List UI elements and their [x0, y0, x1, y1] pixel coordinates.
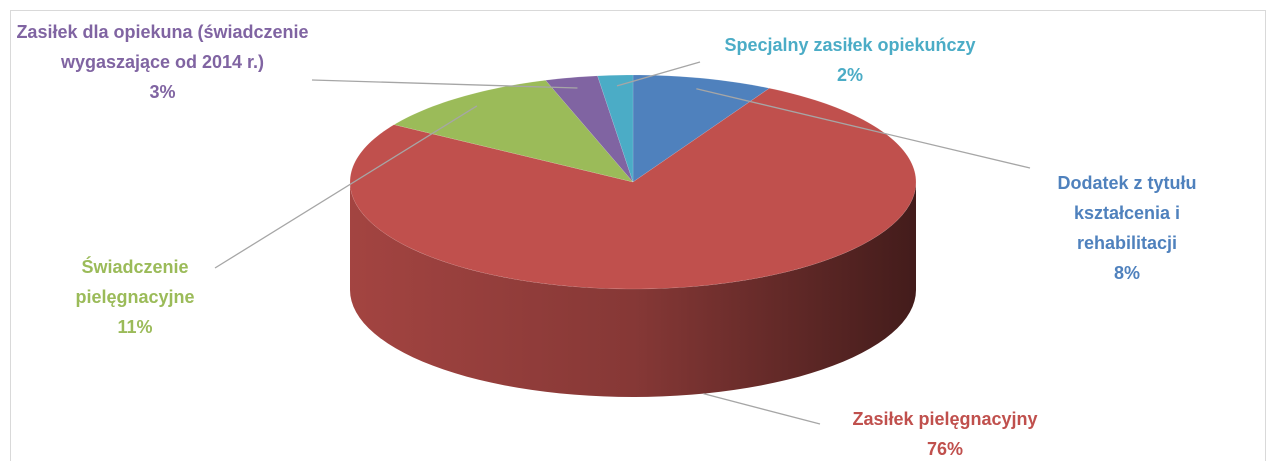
label-value: 76% — [926, 439, 964, 459]
data-label: Zasiłek pielęgnacyjny 76% — [795, 404, 1095, 461]
data-label: Zasiłek dla opiekuna (świadczenie wygasz… — [10, 17, 315, 107]
label-value: 8% — [1113, 263, 1140, 283]
leader-line — [311, 79, 578, 89]
label-value: 3% — [149, 82, 176, 102]
slice-side — [350, 182, 916, 397]
label-category: Specjalny zasiłek opiekuńczy — [724, 35, 976, 55]
data-label: Dodatek z tytułu kształcenia i rehabilit… — [1032, 168, 1222, 288]
label-category: Zasiłek dla opiekuna (świadczenie wygasz… — [16, 22, 309, 72]
label-category: Zasiłek pielęgnacyjny — [852, 409, 1038, 429]
slice — [545, 75, 634, 183]
data-label: Specjalny zasiłek opiekuńczy 2% — [680, 30, 1020, 90]
leader-line — [703, 393, 821, 425]
data-label: Świadczenie pielęgnacyjne 11% — [35, 252, 235, 342]
slice — [349, 87, 917, 290]
slice — [393, 79, 634, 183]
leader-line — [214, 105, 478, 269]
chart-frame — [10, 10, 1266, 461]
leader-line — [616, 61, 701, 87]
slice — [597, 74, 634, 183]
label-value: 2% — [836, 65, 863, 85]
label-category: Świadczenie pielęgnacyjne — [75, 257, 195, 307]
label-category: Dodatek z tytułu kształcenia i rehabilit… — [1057, 173, 1197, 253]
leader-line — [696, 88, 1031, 169]
label-value: 11% — [117, 317, 153, 337]
